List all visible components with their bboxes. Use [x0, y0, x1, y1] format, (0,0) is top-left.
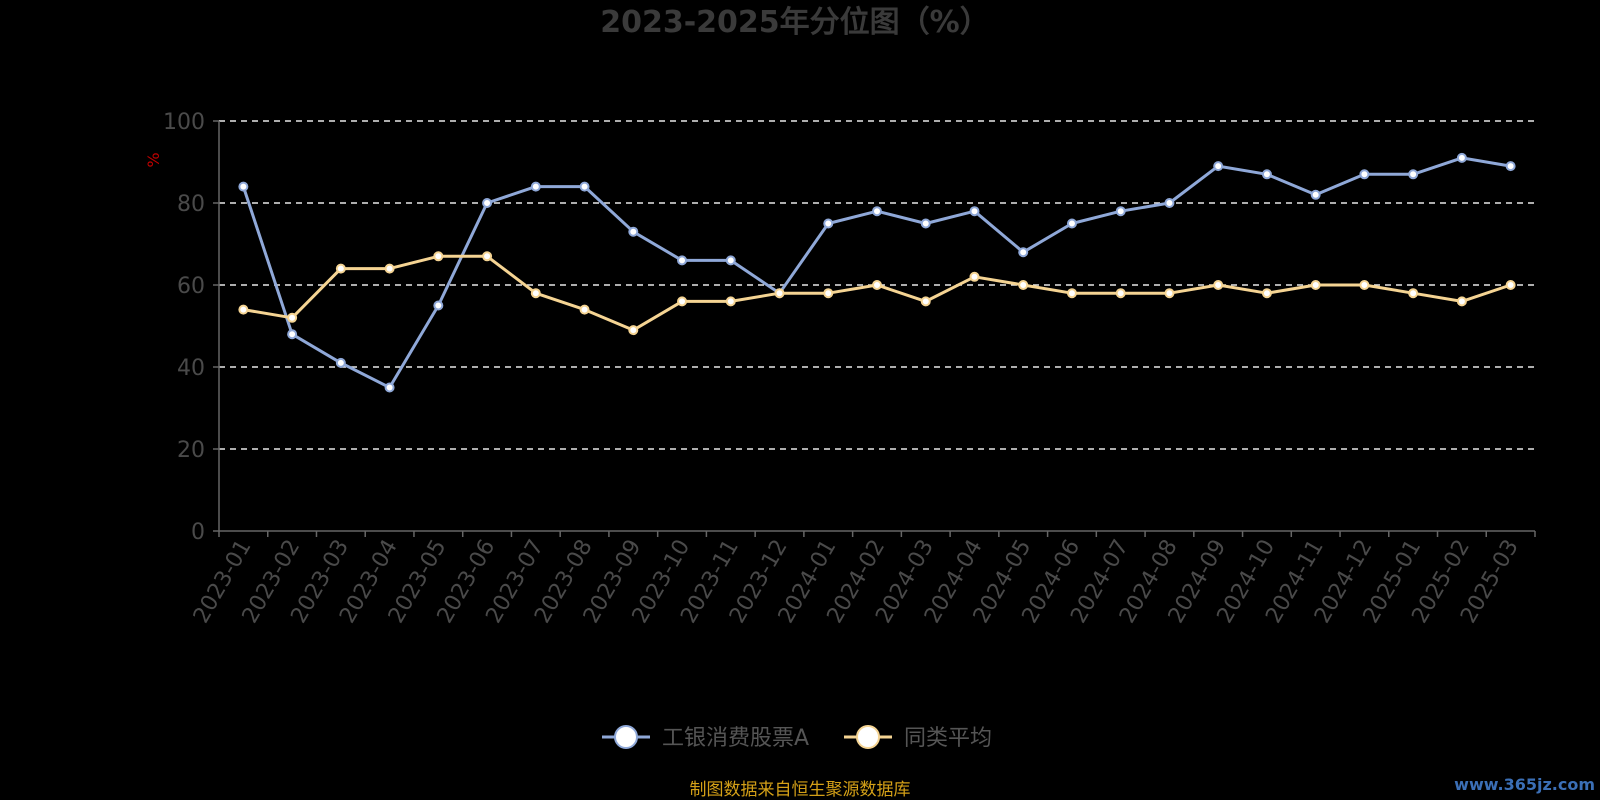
y-tick-label: 80 — [177, 192, 205, 217]
data-point[interactable] — [823, 288, 834, 299]
data-point[interactable] — [1018, 247, 1029, 258]
y-tick-label: 100 — [163, 110, 205, 135]
data-point[interactable] — [1359, 280, 1370, 290]
data-point[interactable] — [238, 181, 249, 192]
data-point[interactable] — [1310, 280, 1321, 290]
series-line-0 — [241, 156, 1511, 389]
chart-title: 2023-2025年分位图（%） — [600, 5, 990, 40]
data-point[interactable] — [1408, 169, 1419, 180]
data-point[interactable] — [1261, 169, 1272, 180]
y-axis-label: % — [144, 152, 163, 167]
watermark: www.365jz.com — [1454, 775, 1595, 794]
data-point[interactable] — [433, 300, 444, 311]
data-point[interactable] — [384, 263, 395, 274]
legend-label: 工银消费股票A — [662, 726, 809, 751]
data-point[interactable] — [1261, 288, 1272, 299]
data-point[interactable] — [335, 357, 346, 368]
data-point[interactable] — [1310, 189, 1321, 200]
y-tick-label: 40 — [177, 356, 205, 381]
data-point[interactable] — [482, 198, 493, 208]
y-axis-ticks: 0 20 40 60 80 100 — [163, 110, 219, 545]
data-point[interactable] — [872, 206, 882, 217]
data-point[interactable] — [1408, 288, 1419, 299]
series-line-1 — [243, 254, 1512, 332]
series-layer — [238, 152, 1516, 393]
data-point[interactable] — [1213, 161, 1224, 172]
data-point[interactable] — [1164, 288, 1175, 299]
data-source-note: 制图数据来自恒生聚源数据库 — [690, 780, 911, 800]
y-tick-label: 20 — [177, 438, 205, 463]
data-point[interactable] — [920, 296, 931, 307]
y-tick-label: 0 — [191, 520, 205, 545]
data-point[interactable] — [1066, 288, 1077, 299]
data-point[interactable] — [579, 304, 590, 315]
data-point[interactable] — [530, 181, 541, 192]
data-point[interactable] — [1213, 280, 1224, 290]
data-point[interactable] — [482, 251, 493, 262]
series-1 — [238, 251, 1516, 336]
axes — [218, 121, 1535, 532]
data-point[interactable] — [969, 271, 980, 282]
data-point[interactable] — [238, 304, 249, 315]
legend-marker — [856, 725, 880, 749]
data-point[interactable] — [872, 280, 882, 290]
data-point[interactable] — [1359, 169, 1370, 180]
data-point[interactable] — [628, 325, 639, 336]
x-axis-ticks: 2023-012023-022023-032023-042023-052023-… — [189, 531, 1536, 628]
data-point[interactable] — [823, 218, 834, 229]
data-point[interactable] — [725, 296, 736, 307]
data-point[interactable] — [677, 296, 688, 307]
data-point[interactable] — [1115, 288, 1126, 299]
data-point[interactable] — [1066, 218, 1077, 229]
legend-label: 同类平均 — [904, 726, 992, 751]
data-point[interactable] — [287, 329, 298, 340]
data-point[interactable] — [969, 206, 980, 217]
data-point[interactable] — [920, 218, 931, 229]
data-point[interactable] — [1164, 198, 1175, 208]
data-point[interactable] — [1018, 280, 1029, 290]
data-point[interactable] — [287, 312, 298, 323]
legend-item-1[interactable]: 同类平均 — [844, 725, 992, 751]
data-point[interactable] — [1505, 161, 1516, 172]
data-point[interactable] — [1505, 280, 1516, 290]
data-point[interactable] — [579, 181, 590, 192]
legend-item-0[interactable]: 工银消费股票A — [602, 725, 809, 751]
series-0 — [238, 152, 1516, 393]
data-point[interactable] — [433, 251, 444, 262]
data-point[interactable] — [1115, 206, 1126, 217]
data-point[interactable] — [384, 382, 395, 393]
legend-marker — [614, 725, 638, 749]
legend[interactable]: 工银消费股票A 同类平均 — [602, 725, 992, 751]
data-point[interactable] — [1456, 296, 1467, 307]
data-point[interactable] — [725, 255, 736, 266]
data-point[interactable] — [774, 288, 785, 299]
data-point[interactable] — [1456, 152, 1467, 163]
data-point[interactable] — [530, 288, 541, 299]
data-point[interactable] — [335, 263, 346, 274]
y-tick-label: 60 — [177, 274, 205, 299]
data-point[interactable] — [677, 255, 688, 266]
data-point[interactable] — [628, 226, 639, 237]
